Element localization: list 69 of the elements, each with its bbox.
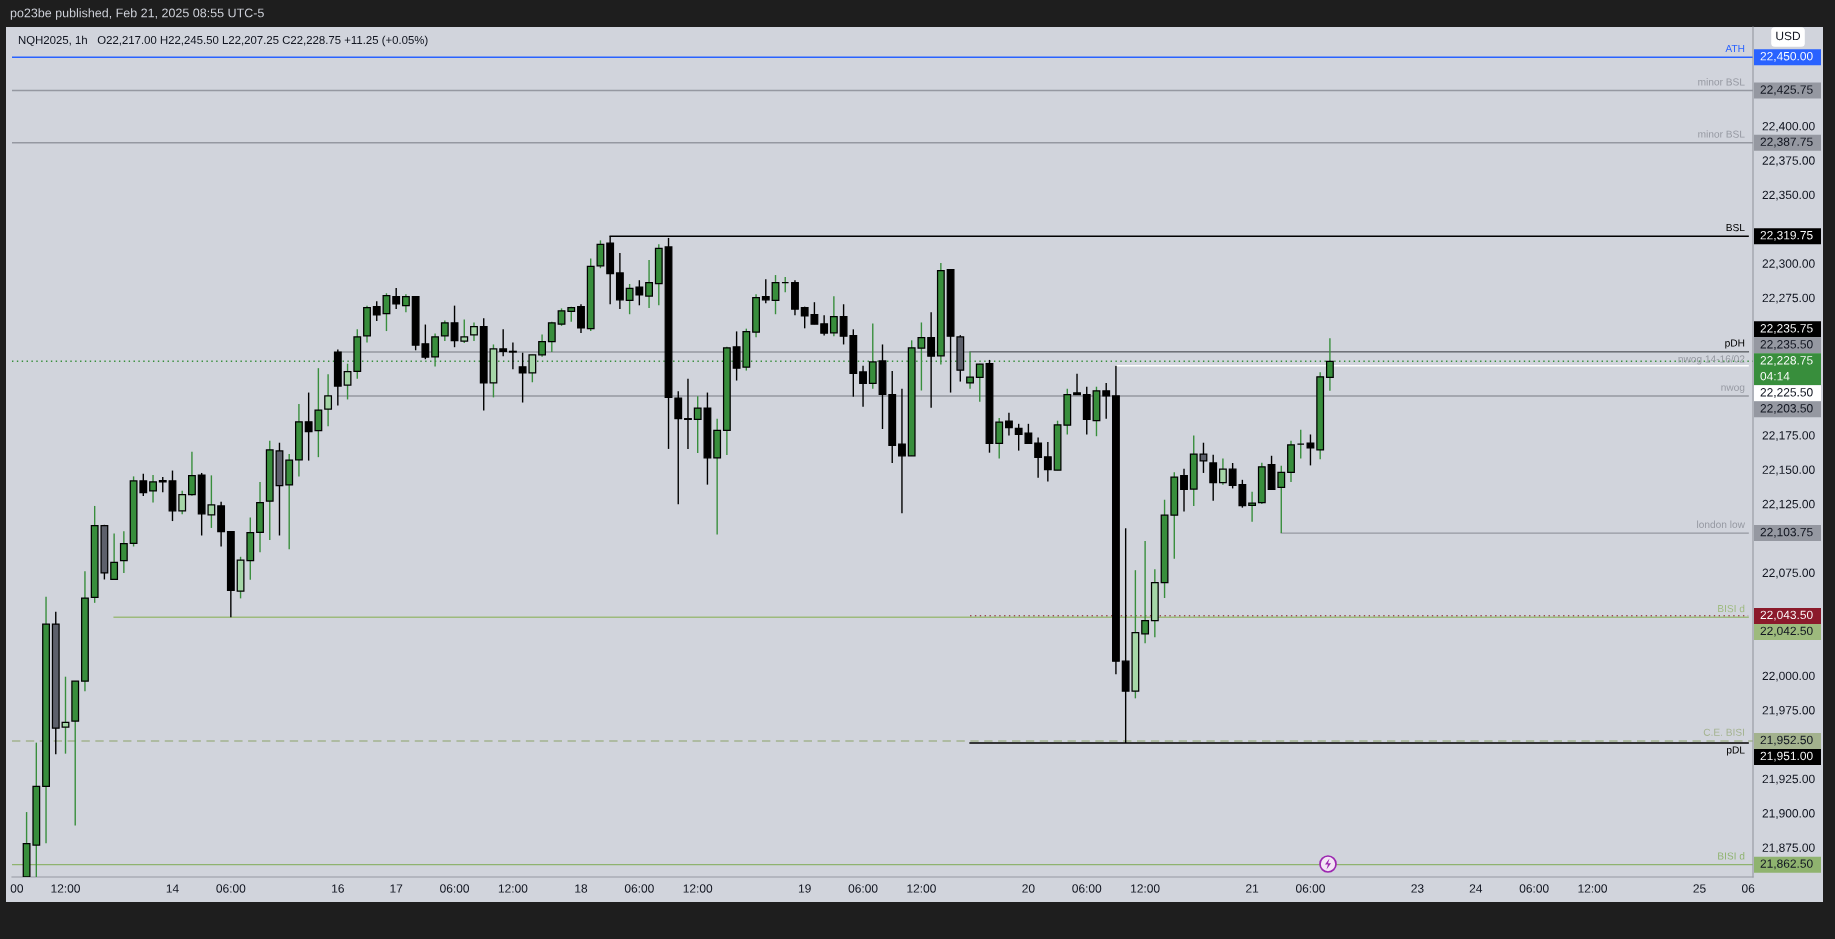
x-tick-label: 12:00: [683, 884, 713, 893]
data-label: 22,319.75: [1760, 230, 1813, 241]
series-label: BISI d: [1718, 604, 1745, 613]
y-tick-label: 22,400.00: [1762, 121, 1815, 132]
y-tick-label: 22,375.00: [1762, 156, 1815, 167]
data-label: 22,235.50: [1760, 340, 1813, 350]
y-tick-label: 22,125.00: [1762, 499, 1815, 510]
data-label: 21,951.00: [1760, 751, 1813, 762]
ref-line-label: 22,450.00: [1760, 51, 1813, 62]
x-tick-label: 17: [390, 884, 403, 893]
text: NQH2025, 1h: [18, 35, 87, 47]
y-tick-label: 22,300.00: [1762, 259, 1815, 270]
x-tick-label: 23: [1411, 884, 1424, 893]
x-tick-label: 12:00: [1131, 884, 1160, 893]
x-tick-label: 24: [1469, 884, 1483, 893]
data-label: 22,235.75: [1760, 324, 1813, 334]
data-label: 22,042.50: [1760, 626, 1813, 637]
annotation: minor BSL: [1698, 78, 1745, 86]
annotation: ATH: [1725, 45, 1745, 53]
ref-line-label: 22,425.75: [1760, 85, 1813, 96]
series-label: london low: [1697, 520, 1745, 529]
ref-line-label: 22,387.75: [1760, 137, 1813, 148]
data-label: 22,203.50: [1760, 404, 1813, 414]
x-tick-label: 06:00: [624, 884, 654, 893]
series-label: nwog 14-16/02: [1678, 355, 1745, 365]
text: po23be published, Feb 21, 2025 08:55 UTC-5: [10, 8, 264, 20]
series-label: pDH: [1725, 339, 1745, 349]
y-axis-title: USD: [1776, 31, 1801, 41]
y-tick-label: 22,175.00: [1762, 431, 1815, 442]
y-tick-label: 22,275.00: [1762, 293, 1815, 304]
annotation: C.E. BISI: [1703, 728, 1745, 736]
ref-line-label: 21,952.50: [1760, 735, 1813, 746]
x-tick-label: 12:00: [498, 884, 528, 893]
x-tick-label: 06:00: [848, 884, 878, 893]
y-tick-label: 21,875.00: [1762, 843, 1815, 854]
x-tick-label: 06:00: [1295, 884, 1325, 893]
data-label: 22,225.50: [1760, 388, 1813, 398]
text: O22,217.00 H22,245.50 L22,207.25 C22,228.75 +11.25 (+0.05%): [97, 35, 428, 47]
x-tick-label: 21: [1246, 884, 1259, 893]
ref-line-label: 22,228.75 04:14: [1760, 356, 1813, 381]
y-tick-label: 22,150.00: [1762, 465, 1815, 476]
y-tick-label: 22,075.00: [1762, 568, 1815, 579]
y-tick-label: 22,350.00: [1762, 190, 1815, 201]
x-tick-label: 12:00: [1578, 884, 1607, 893]
x-tick-label: 18: [575, 884, 588, 893]
series-label: BSL: [1726, 224, 1745, 232]
series-label: pDL: [1727, 746, 1745, 756]
x-tick-label: 00: [10, 884, 24, 893]
data-label: 22,043.50: [1760, 610, 1813, 621]
x-tick-label: 20: [1022, 884, 1035, 893]
x-tick-label: 06:00: [1519, 884, 1549, 893]
annotation: BISI d: [1718, 852, 1745, 860]
x-tick-label: 12:00: [51, 884, 80, 893]
x-tick-label: 06: [1741, 884, 1755, 893]
x-tick-label: 06:00: [1072, 884, 1102, 893]
x-tick-label: 14: [166, 884, 179, 893]
y-tick-label: 21,975.00: [1762, 706, 1815, 716]
ref-line-label: 21,862.50: [1760, 859, 1813, 870]
x-tick-label: 25: [1693, 884, 1706, 893]
annotation: minor BSL: [1698, 130, 1745, 138]
data-label: 22,103.75: [1760, 527, 1813, 538]
y-tick-label: 21,900.00: [1762, 809, 1815, 819]
x-tick-label: 06:00: [440, 884, 470, 893]
x-tick-label: 06:00: [216, 884, 246, 893]
y-tick-label: 21,925.00: [1762, 774, 1815, 785]
x-tick-label: 12:00: [907, 884, 936, 893]
y-tick-label: 22,000.00: [1762, 671, 1815, 682]
x-tick-label: 16: [332, 884, 344, 893]
x-tick-label: 19: [798, 884, 811, 893]
